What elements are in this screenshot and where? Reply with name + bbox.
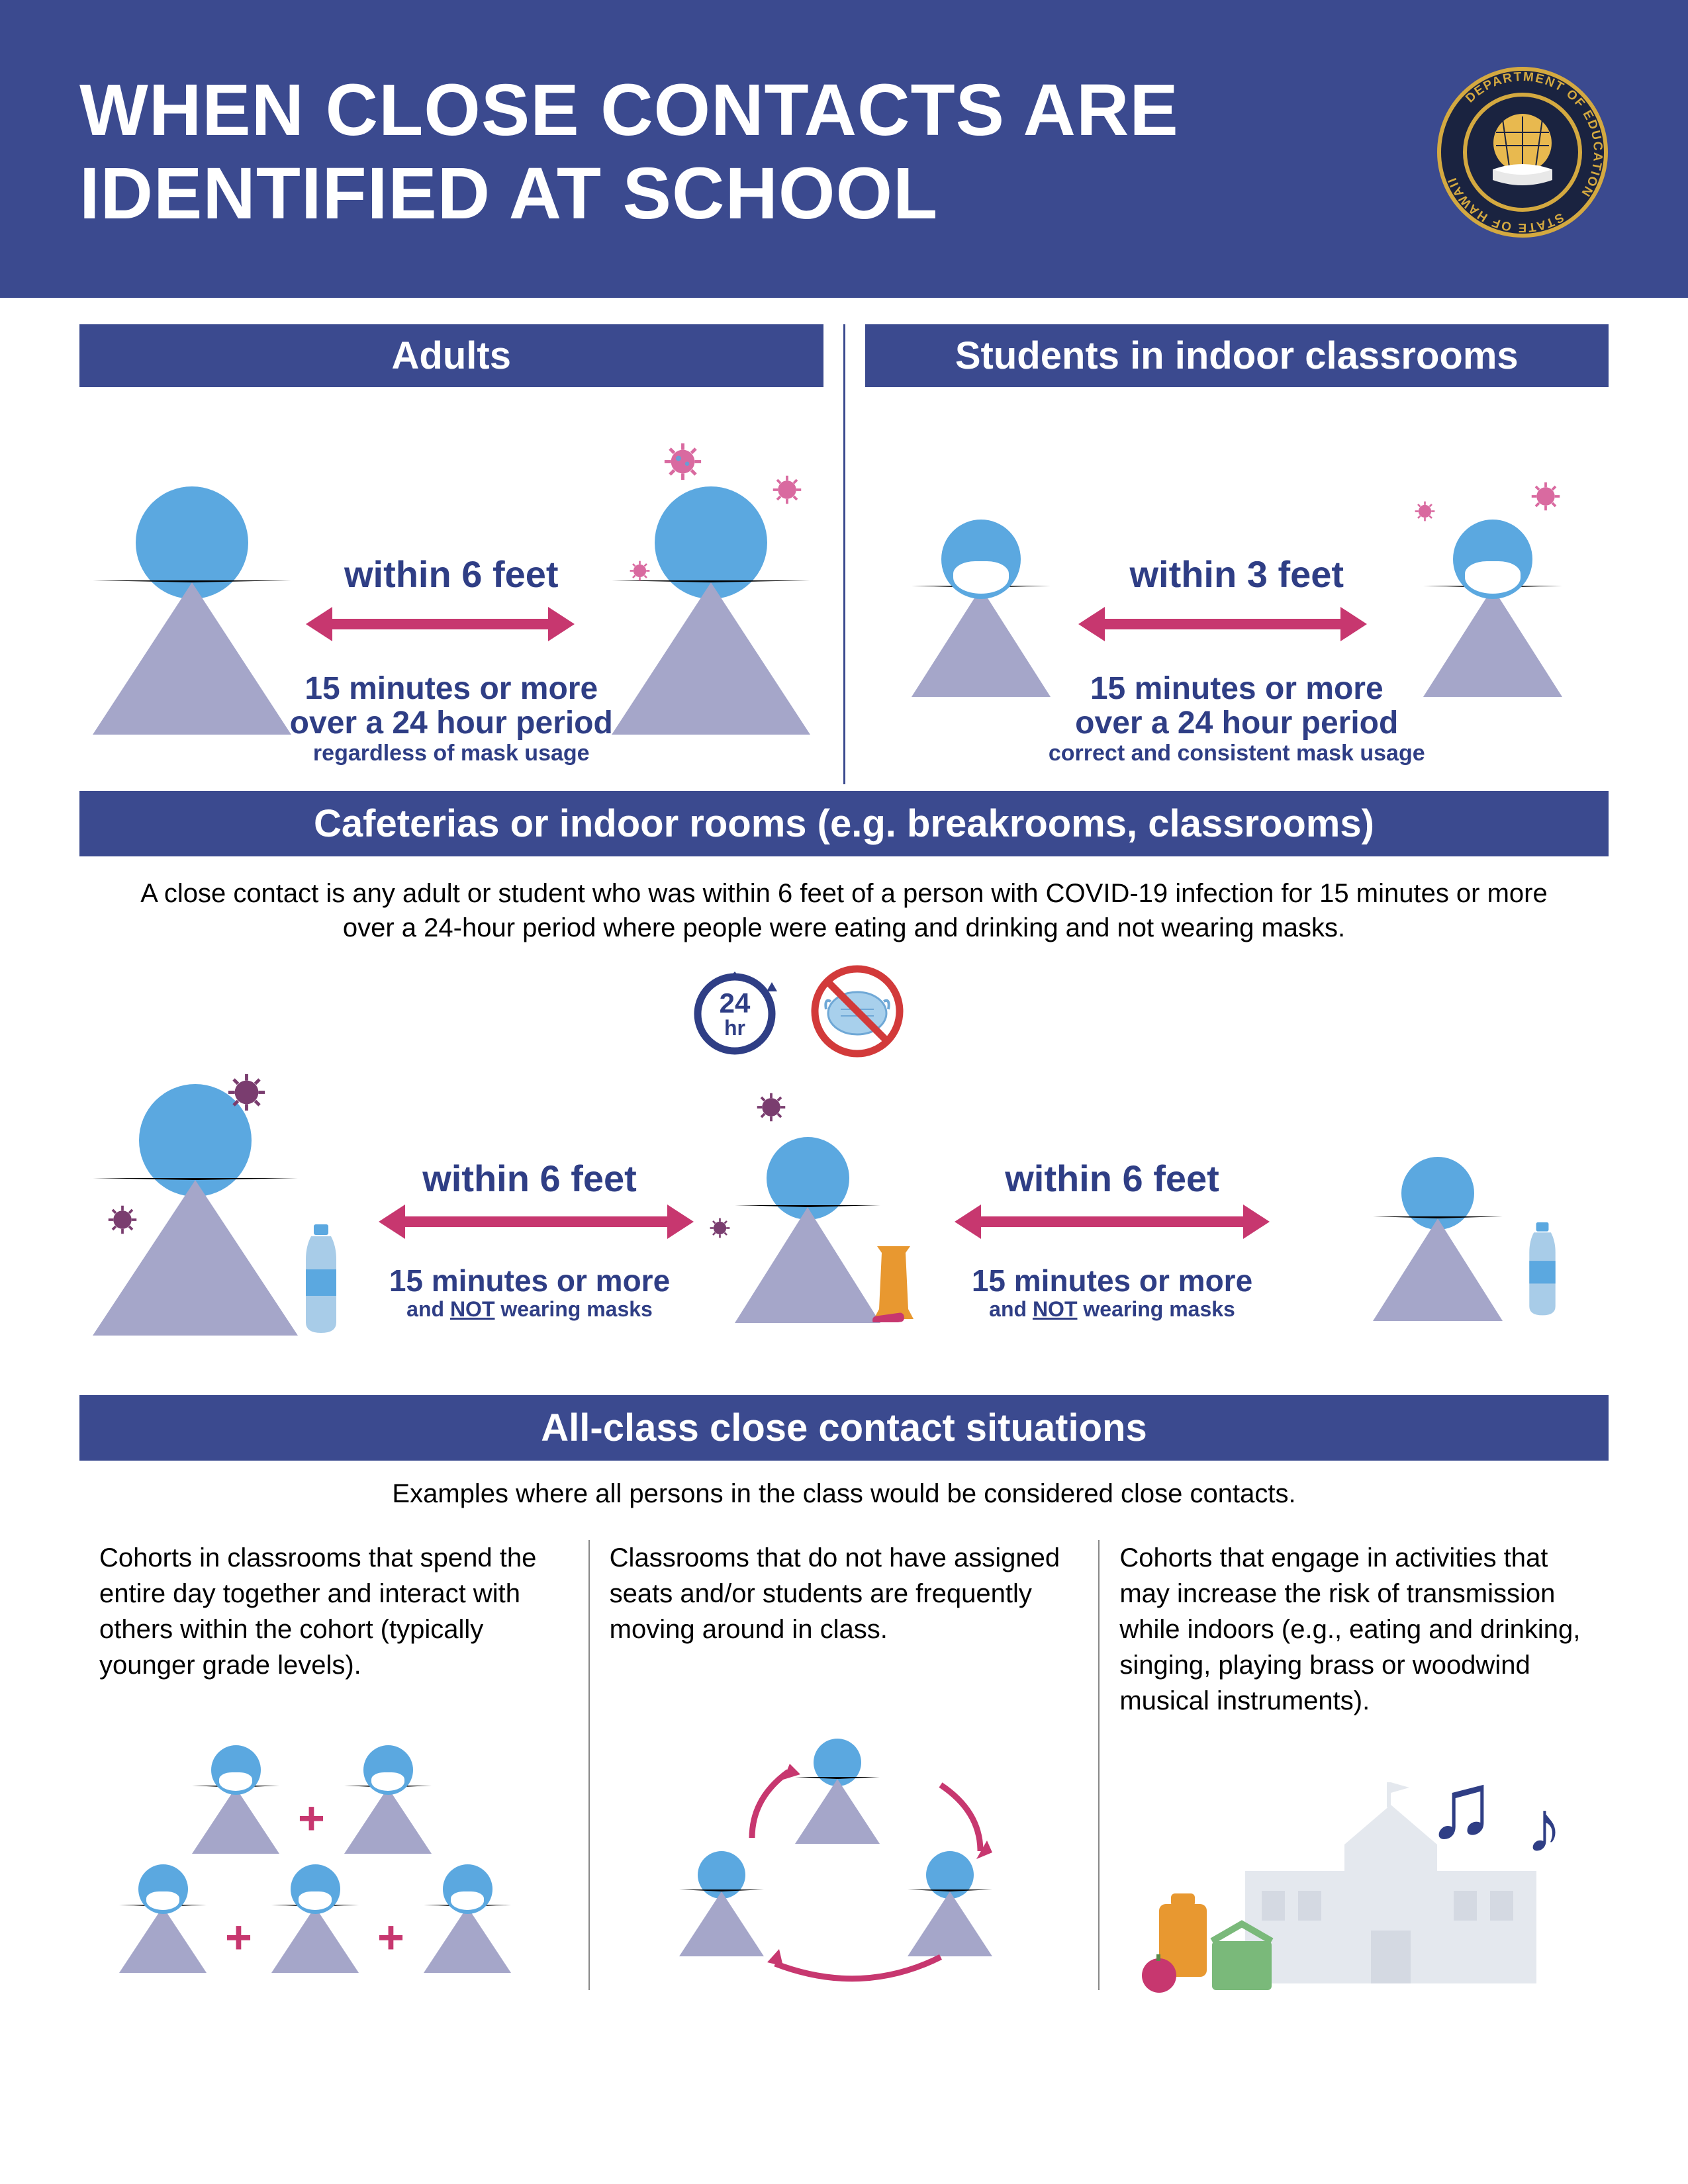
adults-duration-label: 15 minutes or more bbox=[79, 670, 823, 707]
cafeteria-note-right: and NOT wearing masks bbox=[914, 1297, 1311, 1322]
music-note-icon: ♪ bbox=[1526, 1785, 1562, 1869]
distance-arrow bbox=[331, 619, 549, 629]
allclass-text-1: Cohorts in classrooms that spend the ent… bbox=[99, 1540, 569, 1725]
note-suffix: wearing masks bbox=[494, 1297, 652, 1321]
students-distance-label: within 3 feet bbox=[865, 553, 1609, 596]
content-area: Adults within 6 feet bbox=[0, 298, 1688, 2030]
curve-arrow-icon bbox=[663, 1732, 1033, 1990]
students-diagram: within 3 feet 15 minutes or more over a … bbox=[865, 414, 1609, 784]
allclass-title: All-class close contact situations bbox=[79, 1395, 1609, 1461]
mini-student bbox=[424, 1864, 511, 1973]
virus-icon bbox=[708, 1216, 731, 1240]
mini-student bbox=[119, 1864, 207, 1973]
cafeteria-person-center bbox=[735, 1137, 880, 1323]
virus-icon bbox=[661, 440, 704, 483]
mini-student bbox=[344, 1745, 432, 1854]
page-title: WHEN CLOSE CONTACTS ARE IDENTIFIED AT SC… bbox=[79, 69, 1436, 236]
virus-icon bbox=[1529, 480, 1562, 513]
cafeteria-distance-left: within 6 feet bbox=[331, 1157, 728, 1200]
bottle-icon bbox=[1523, 1220, 1562, 1319]
students-duration-label: 15 minutes or more bbox=[865, 670, 1609, 707]
adults-note-label: regardless of mask usage bbox=[79, 741, 823, 766]
note-prefix: and bbox=[989, 1297, 1033, 1321]
plus-icon: + bbox=[298, 1792, 325, 1844]
doe-seal-icon: DEPARTMENT OF EDUCATION STATE OF HAWAII bbox=[1436, 66, 1609, 238]
students-note-label: correct and consistent mask usage bbox=[865, 741, 1609, 766]
note-emphasis: NOT bbox=[450, 1297, 495, 1321]
allclass-subtitle: Examples where all persons in the class … bbox=[79, 1461, 1609, 1527]
allclass-col-movement: Classrooms that do not have assigned sea… bbox=[590, 1540, 1100, 1990]
virus-icon bbox=[106, 1203, 139, 1236]
activities-graphic: ♫ ♪ bbox=[1119, 1739, 1589, 1990]
virus-icon bbox=[225, 1071, 268, 1114]
note-emphasis: NOT bbox=[1033, 1297, 1078, 1321]
top-comparison-row: Adults within 6 feet bbox=[79, 324, 1609, 784]
food-items-icon bbox=[1139, 1891, 1285, 1997]
mini-student bbox=[192, 1745, 279, 1854]
cafeteria-distance-right: within 6 feet bbox=[914, 1157, 1311, 1200]
mini-student bbox=[271, 1864, 359, 1973]
header-banner: WHEN CLOSE CONTACTS ARE IDENTIFIED AT SC… bbox=[0, 0, 1688, 298]
plus-icon: + bbox=[225, 1911, 252, 1964]
cafeteria-diagram: 24 hr bbox=[79, 965, 1609, 1388]
adults-distance-label: within 6 feet bbox=[79, 553, 823, 596]
movement-graphic bbox=[610, 1739, 1079, 1990]
cafeteria-note-left: and NOT wearing masks bbox=[331, 1297, 728, 1322]
students-title: Students in indoor classrooms bbox=[865, 324, 1609, 387]
note-suffix: wearing masks bbox=[1077, 1297, 1235, 1321]
cafeteria-title: Cafeterias or indoor rooms (e.g. breakro… bbox=[79, 791, 1609, 856]
allclass-col-cohorts: Cohorts in classrooms that spend the ent… bbox=[79, 1540, 590, 1990]
distance-arrow bbox=[1103, 619, 1342, 629]
note-prefix: and bbox=[406, 1297, 450, 1321]
students-period-label: over a 24 hour period bbox=[865, 705, 1609, 741]
svg-text:24: 24 bbox=[720, 987, 751, 1019]
cafeteria-person-right bbox=[1373, 1157, 1503, 1321]
snack-icon bbox=[867, 1243, 920, 1322]
students-column: Students in indoor classrooms bbox=[845, 324, 1609, 784]
music-note-icon: ♫ bbox=[1427, 1752, 1496, 1859]
no-mask-icon bbox=[808, 962, 907, 1061]
virus-icon bbox=[771, 473, 804, 506]
adults-period-label: over a 24 hour period bbox=[79, 705, 823, 741]
plus-icon: + bbox=[377, 1911, 404, 1964]
distance-arrow bbox=[404, 1216, 669, 1227]
adults-diagram: within 6 feet 15 minutes or more over a … bbox=[79, 414, 823, 784]
clock-24hr-icon: 24 hr bbox=[688, 965, 781, 1058]
cafeteria-duration-right: 15 minutes or more bbox=[914, 1263, 1311, 1298]
cohort-graphic: + + + bbox=[99, 1739, 569, 1990]
svg-text:hr: hr bbox=[724, 1016, 745, 1040]
virus-icon bbox=[755, 1091, 788, 1124]
adults-column: Adults within 6 feet bbox=[79, 324, 845, 784]
cafeteria-duration-left: 15 minutes or more bbox=[331, 1263, 728, 1298]
cafeteria-description: A close contact is any adult or student … bbox=[79, 856, 1609, 965]
allclass-text-2: Classrooms that do not have assigned sea… bbox=[610, 1540, 1079, 1725]
adults-title: Adults bbox=[79, 324, 823, 387]
allclass-text-3: Cohorts that engage in activities that m… bbox=[1119, 1540, 1589, 1725]
allclass-row: Cohorts in classrooms that spend the ent… bbox=[79, 1540, 1609, 1990]
allclass-col-activities: Cohorts that engage in activities that m… bbox=[1100, 1540, 1609, 1990]
distance-arrow bbox=[980, 1216, 1244, 1227]
virus-icon bbox=[1413, 500, 1436, 523]
